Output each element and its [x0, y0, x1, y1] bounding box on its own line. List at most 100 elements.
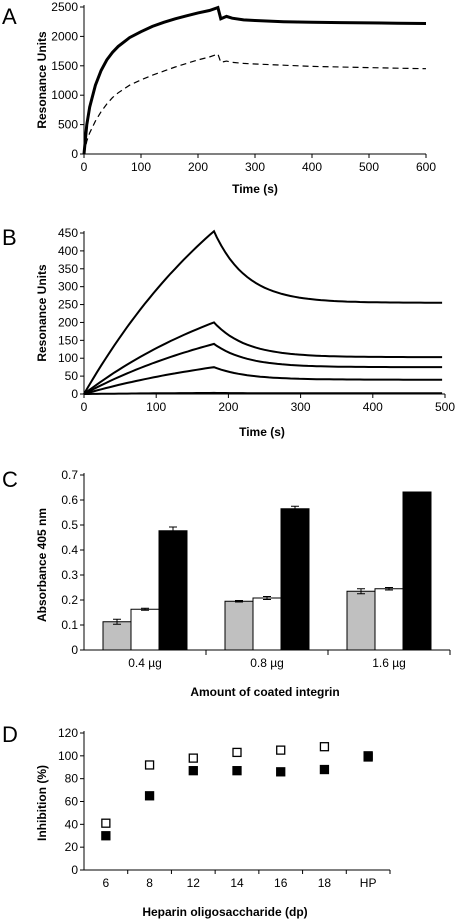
- panel-a-x-tick-label: 100: [131, 160, 151, 174]
- panel-a-series-1-line: [82, 5, 427, 155]
- panel-c-x-tick-label: 0.4 µg: [128, 656, 162, 670]
- panel-d-filled-square-point: [319, 764, 330, 775]
- panel-d-filled-square-point: [144, 791, 155, 801]
- panel-c-y-tick-label: 0.5: [61, 518, 78, 532]
- panel-d-x-tick-label: HP: [360, 876, 377, 890]
- panel-b-y-tick-label: 400: [58, 244, 78, 258]
- panel-d-open-square-point: [319, 742, 330, 752]
- panel-d-x-tick-label: 16: [274, 876, 288, 890]
- panel-b-series-2-line: [83, 321, 443, 395]
- panel-d-open-square-point: [101, 818, 111, 828]
- panel-c-plot: 0 0.1 0.2 0.3 0.4 0.5 0.6 0.7 0.4 µg 0.8 µg 1.6 µg: [61, 468, 451, 670]
- panel-b-y-tick-label: 200: [58, 315, 78, 329]
- panel-a-y-tick-label: 2500: [51, 0, 78, 14]
- panel-b-x-tick-label: 200: [218, 400, 238, 414]
- panel-d-y-tick-label: 60: [65, 795, 79, 809]
- panel-d-filled-square-point: [188, 766, 198, 776]
- panel-c-y-tick-label: 0.4: [61, 543, 78, 557]
- panel-b-y-tick-label: 250: [58, 298, 78, 312]
- panel-c-bar: [346, 590, 376, 651]
- panel-a-y-tick-label: 0: [71, 147, 78, 161]
- panel-b-series-3-line: [83, 342, 443, 395]
- panel-d-y-tick-label: 120: [58, 726, 78, 740]
- panel-a-x-tick-label: 500: [359, 160, 379, 174]
- panel-c-ylabel: Absorbance 405 nm: [35, 508, 49, 622]
- panel-c-bar: [280, 508, 310, 651]
- panel-b-y-tick-label: 450: [58, 226, 78, 240]
- panel-d-x-tick-label: 14: [230, 876, 244, 890]
- panel-d: D 0 20 40 60 80 100 120 6 8 12 14 16 18 HP Heparin ol…: [2, 722, 391, 919]
- panel-a-x-tick-label: 200: [188, 160, 208, 174]
- panel-a-x-tick-label: 0: [81, 160, 88, 174]
- panel-d-letter: D: [2, 722, 18, 747]
- panel-b-y-tick-label: 300: [58, 280, 78, 294]
- panel-b-x-tick-label: 400: [363, 400, 383, 414]
- panel-b-plot: 0 50 100 150 200 250 300 350 400 450 0 100 200 300 400…: [58, 226, 455, 414]
- panel-c: C 0 0.1 0.2 0.3 0.4 0.5 0.6 0.7 0.4 µg 0.8 µg 1.6 …: [2, 467, 451, 699]
- panel-d-y-tick-label: 80: [65, 772, 79, 786]
- panel-a-x-tick-label: 600: [416, 160, 436, 174]
- panel-c-bar: [158, 530, 188, 651]
- panel-b-x-tick-label: 300: [291, 400, 311, 414]
- panel-b-series-4-line: [83, 366, 443, 395]
- panel-d-open-square-point: [188, 753, 198, 763]
- panel-a-ylabel: Resonance Units: [35, 31, 49, 129]
- panel-a-y-tick-label: 1000: [51, 88, 78, 102]
- panel-b-x-tick-label: 500: [435, 400, 455, 414]
- panel-d-filled-square-point: [232, 766, 242, 776]
- panel-a-plot: 0 500 1000 1500 2000 2500 0 100 200 300 400 500 600: [51, 0, 436, 174]
- panel-c-bar: [130, 608, 160, 651]
- panel-c-bar: [374, 588, 404, 651]
- panel-c-y-tick-label: 0.7: [61, 468, 78, 482]
- panel-d-plot: 0 20 40 60 80 100 120 6 8 12 14 16 18 HP: [58, 726, 391, 890]
- panel-d-y-tick-label: 100: [58, 749, 78, 763]
- panel-a-xlabel: Time (s): [232, 182, 278, 196]
- panel-c-x-tick-label: 0.8 µg: [250, 656, 284, 670]
- panel-b-letter: B: [2, 225, 17, 250]
- panel-d-ylabel: Inhibition (%): [35, 765, 49, 841]
- panel-d-y-tick-label: 0: [71, 863, 78, 877]
- panel-d-xlabel: Heparin oligosaccharide (dp): [142, 905, 307, 919]
- panel-d-open-square-point: [144, 760, 155, 770]
- panel-a-y-tick-label: 2000: [51, 29, 78, 43]
- panel-c-letter: C: [2, 467, 18, 492]
- panel-b-series-5-line: [84, 391, 443, 395]
- panel-c-y-tick-label: 0.1: [61, 618, 78, 632]
- panel-b-series-1-line: [83, 229, 443, 395]
- panel-b-x-tick-label: 100: [146, 400, 166, 414]
- panel-d-x-tick-label: 18: [318, 876, 332, 890]
- panel-a-series-2-line: [83, 53, 427, 155]
- panel-a: A 0 500 1000 1500 2000 2500 0 100 200 300 400 500 60…: [2, 0, 436, 196]
- panel-b: B 0 50 100 150 200 250 300 350 400 450 0 100 200 300 4…: [2, 225, 455, 439]
- panel-c-y-tick-label: 0.3: [61, 568, 78, 582]
- panel-a-y-tick-label: 500: [58, 118, 78, 132]
- panel-c-bar: [102, 621, 132, 651]
- panel-b-y-tick-label: 50: [65, 369, 79, 383]
- panel-d-x-tick-label: 6: [103, 876, 110, 890]
- panel-d-filled-square-point: [101, 831, 111, 841]
- panel-a-y-tick-label: 1500: [51, 59, 78, 73]
- panel-a-x-tick-label: 400: [302, 160, 322, 174]
- panel-a-x-tick-label: 300: [245, 160, 265, 174]
- panel-c-y-tick-label: 0: [71, 643, 78, 657]
- panel-b-x-tick-label: 0: [81, 400, 88, 414]
- panel-c-y-tick-label: 0.2: [61, 593, 78, 607]
- panel-b-y-tick-label: 350: [58, 262, 78, 276]
- panel-c-xlabel: Amount of coated integrin: [190, 685, 339, 699]
- panel-c-bar: [252, 597, 282, 651]
- panel-a-letter: A: [2, 4, 17, 29]
- panel-b-y-tick-label: 150: [58, 333, 78, 347]
- panel-d-x-tick-label: 8: [146, 876, 153, 890]
- panel-d-y-tick-label: 40: [65, 817, 79, 831]
- panel-c-bar: [224, 600, 254, 651]
- panel-d-filled-square-point: [363, 752, 373, 762]
- panel-c-bar: [402, 491, 432, 651]
- panel-b-ylabel: Resonance Units: [35, 264, 49, 362]
- panel-d-y-tick-label: 20: [65, 840, 79, 854]
- panel-c-y-tick-label: 0.6: [61, 493, 78, 507]
- panel-d-filled-square-point: [276, 767, 286, 777]
- panel-d-open-square-point: [276, 745, 286, 755]
- panel-b-y-tick-label: 100: [58, 351, 78, 365]
- panel-c-x-tick-label: 1.6 µg: [372, 656, 406, 670]
